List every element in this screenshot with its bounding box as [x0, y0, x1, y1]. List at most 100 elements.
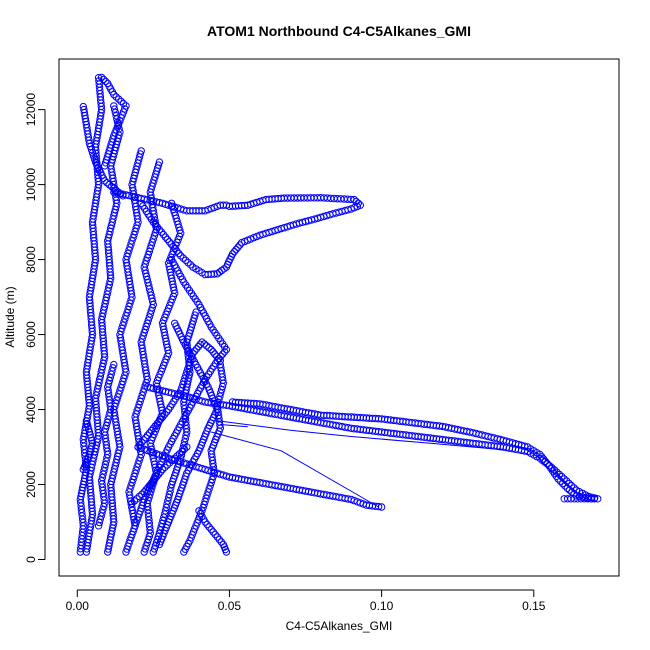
- data-point: [128, 499, 136, 507]
- data-point: [584, 494, 593, 502]
- data-point: [560, 495, 568, 503]
- data-point: [189, 349, 197, 357]
- data-point: [154, 161, 163, 169]
- y-tick-label: 10000: [24, 168, 38, 202]
- data-point: [145, 429, 154, 437]
- data-point: [120, 374, 128, 382]
- data-point: [157, 228, 166, 236]
- data-point: [115, 95, 123, 103]
- data-point: [163, 500, 171, 508]
- data-point: [210, 270, 218, 278]
- data-point: [521, 442, 529, 450]
- data-point: [135, 492, 144, 501]
- data-point: [167, 240, 175, 248]
- data-point: [177, 451, 186, 459]
- data-point: [192, 345, 201, 353]
- data-point: [110, 105, 119, 113]
- data-point: [232, 245, 240, 254]
- data-point: [539, 455, 548, 463]
- data-point: [220, 348, 229, 356]
- data-point: [191, 347, 199, 355]
- data-point: [122, 102, 130, 110]
- data-point: [142, 542, 150, 550]
- data-point: [94, 522, 103, 530]
- x-tick-label: 0.15: [522, 599, 546, 613]
- data-point: [112, 93, 120, 101]
- data-point: [149, 235, 158, 243]
- x-tick-label: 0.05: [218, 599, 242, 613]
- data-point: [161, 463, 169, 471]
- data-point: [110, 102, 118, 110]
- data-point: [155, 451, 164, 459]
- data-point: [151, 474, 159, 483]
- data-point: [149, 424, 158, 432]
- data-point: [205, 344, 213, 352]
- data-point: [149, 477, 158, 485]
- data-point: [561, 482, 569, 490]
- data-point: [179, 254, 187, 262]
- data-point: [102, 457, 110, 465]
- data-point: [543, 459, 551, 468]
- data-point: [173, 247, 181, 255]
- data-point: [127, 240, 135, 248]
- data-point: [161, 233, 170, 241]
- data-point: [151, 220, 160, 229]
- data-point: [181, 256, 190, 264]
- data-point: [558, 472, 566, 481]
- data-point: [155, 417, 163, 425]
- data-point: [219, 540, 228, 549]
- data-point: [147, 479, 156, 487]
- data-point: [149, 218, 158, 226]
- data-point: [163, 235, 172, 244]
- data-point: [159, 412, 167, 421]
- data-point: [130, 497, 139, 505]
- data-point: [163, 461, 172, 469]
- data-point: [105, 180, 113, 189]
- data-point: [202, 342, 211, 350]
- data-point: [158, 465, 167, 474]
- data-point: [113, 396, 121, 404]
- data-point: [117, 97, 125, 106]
- data-point: [119, 99, 128, 108]
- data-point: [563, 495, 572, 503]
- data-point: [194, 342, 203, 351]
- x-axis-label: C4-C5Alkanes_GMI: [286, 619, 393, 633]
- data-point: [159, 230, 168, 239]
- data-point: [173, 452, 181, 460]
- data-point: [374, 502, 383, 511]
- x-tick-label: 0.10: [370, 599, 394, 613]
- y-tick-label: 0: [24, 556, 38, 563]
- data-point: [94, 74, 103, 82]
- series-line: [211, 431, 379, 508]
- data-point: [102, 77, 110, 86]
- data-point: [554, 475, 562, 483]
- data-point: [213, 533, 222, 541]
- data-point: [536, 450, 544, 459]
- data-point: [148, 238, 157, 246]
- data-point: [120, 318, 128, 326]
- data-point: [169, 242, 177, 251]
- data-point: [153, 472, 161, 480]
- data-point: [127, 482, 135, 490]
- data-point: [138, 490, 146, 498]
- data-point: [209, 348, 217, 356]
- plot-area: [76, 73, 602, 556]
- data-point: [157, 415, 165, 423]
- data-point: [354, 199, 362, 208]
- data-point: [165, 238, 174, 246]
- data-point: [556, 477, 565, 485]
- data-point: [163, 408, 171, 416]
- data-point: [141, 325, 149, 334]
- data-point: [184, 258, 192, 267]
- data-point: [205, 485, 213, 493]
- y-tick-label: 6000: [24, 321, 38, 348]
- data-point: [211, 530, 219, 539]
- data-point: [207, 525, 215, 534]
- data-point: [209, 528, 217, 536]
- data-point: [205, 523, 213, 531]
- data-point: [236, 241, 244, 249]
- data-point: [211, 350, 219, 358]
- data-point: [165, 490, 174, 499]
- data-point: [135, 457, 143, 465]
